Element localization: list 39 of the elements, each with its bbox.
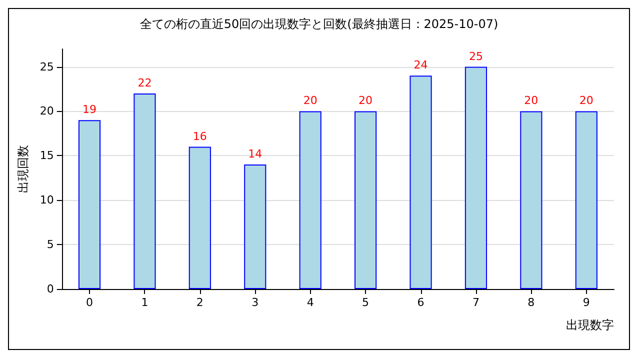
x-tick-label: 7 (472, 296, 480, 309)
data-label: 14 (248, 148, 262, 161)
x-tick-label: 5 (362, 296, 370, 309)
y-tick-label: 10 (40, 194, 54, 207)
bar (299, 111, 322, 289)
y-tick-label: 20 (40, 104, 54, 118)
x-tick-label: 6 (417, 296, 424, 309)
x-tick-label: 3 (252, 296, 259, 309)
x-tick-label: 1 (141, 296, 148, 309)
bar (134, 93, 156, 289)
data-label: 20 (303, 94, 318, 108)
y-axis-title: 出現回数 (16, 145, 30, 193)
bar (464, 66, 488, 289)
data-label: 24 (414, 58, 428, 72)
y-tick-label: 25 (40, 60, 54, 74)
x-tick-label: 0 (86, 296, 93, 309)
y-tick-label: 5 (46, 238, 54, 252)
data-label: 20 (358, 94, 373, 108)
bar (354, 111, 377, 289)
x-tick-label: 4 (306, 296, 314, 309)
x-tick-label: 9 (582, 296, 590, 309)
bar (188, 146, 211, 289)
x-tick-label: 2 (196, 296, 204, 309)
data-label: 22 (138, 76, 152, 90)
bar (575, 111, 598, 289)
data-label: 16 (192, 130, 207, 143)
y-tick-label: 0 (46, 282, 54, 296)
bar (78, 120, 101, 289)
bar (244, 164, 266, 289)
data-label: 19 (82, 103, 96, 116)
data-label: 20 (524, 94, 538, 108)
x-axis-title: 出現数字 (566, 318, 614, 332)
data-label: 20 (579, 94, 594, 108)
y-tick-label: 15 (40, 149, 54, 162)
chart-title: 全ての桁の直近50回の出現数字と回数(最終抽選日：2025-10-07) (140, 17, 498, 31)
data-label: 25 (468, 50, 483, 63)
bar (410, 76, 432, 289)
x-tick-label: 8 (528, 296, 535, 309)
bar (520, 111, 542, 289)
